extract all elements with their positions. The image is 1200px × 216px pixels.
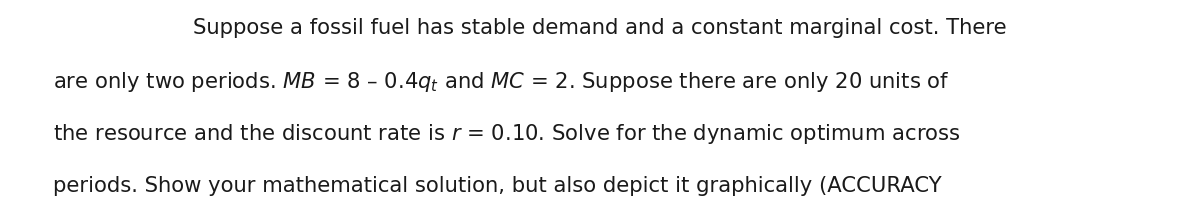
Text: are only two periods. $\mathit{MB}$ = 8 – 0.4$\mathit{q}_{t}$ and $\mathit{MC}$ : are only two periods. $\mathit{MB}$ = 8 … [53, 70, 949, 94]
Text: Suppose a fossil fuel has stable demand and a constant marginal cost. There: Suppose a fossil fuel has stable demand … [193, 18, 1007, 38]
Text: the resource and the discount rate is $\mathit{r}$ = 0.10. Solve for the dynamic: the resource and the discount rate is $\… [53, 122, 961, 146]
Text: periods. Show your mathematical solution, but also depict it graphically (ACCURA: periods. Show your mathematical solution… [53, 176, 942, 196]
